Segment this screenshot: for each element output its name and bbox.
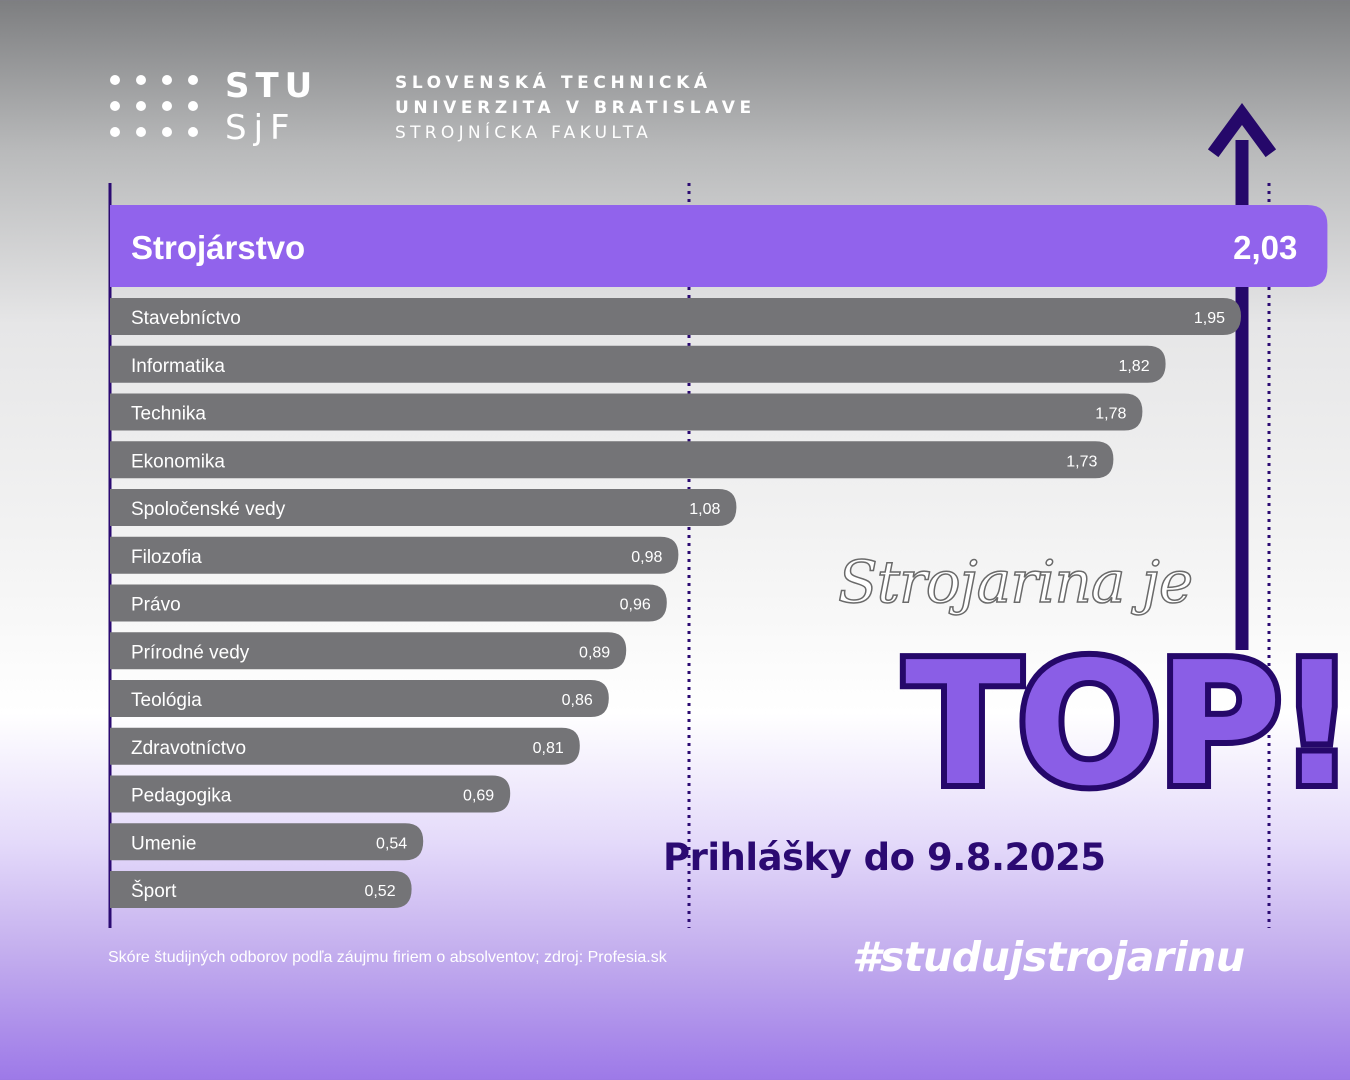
logo-dot xyxy=(162,101,172,111)
script-slogan: Strojarina je xyxy=(837,547,1194,617)
bar xyxy=(110,680,609,717)
logo-dot xyxy=(188,101,198,111)
bar-value: 0,89 xyxy=(579,644,610,661)
bar-value: 0,52 xyxy=(364,883,395,900)
bar-value: 0,69 xyxy=(463,788,494,805)
bar xyxy=(110,775,511,813)
logo-dot xyxy=(136,75,146,85)
bar-label: Pedagogika xyxy=(131,786,232,807)
logo-stu: STU xyxy=(225,66,319,106)
logo-dot xyxy=(162,127,172,137)
bar-label: Právo xyxy=(131,595,181,616)
logo-sjf: SjF xyxy=(225,108,297,148)
logo-dot xyxy=(110,127,120,137)
bar-label: Technika xyxy=(131,404,206,425)
bar-label: Stavebníctvo xyxy=(131,308,241,329)
bar-label: Prírodné vedy xyxy=(131,642,250,663)
top-headline: TOP! xyxy=(899,624,1350,826)
bar-label: Informatika xyxy=(131,356,225,377)
bar-value: 1,78 xyxy=(1095,406,1126,423)
source-note: Skóre študijných odborov podľa záujmu fi… xyxy=(108,949,667,966)
bar-label: Šport xyxy=(131,880,177,902)
bar-value: 1,95 xyxy=(1194,310,1225,327)
bar-value: 0,54 xyxy=(376,835,407,852)
university-line-1: SLOVENSKÁ TECHNICKÁ xyxy=(395,73,712,93)
bar-value: 1,08 xyxy=(689,501,720,518)
bar-value: 0,81 xyxy=(533,740,564,757)
bar-value: 0,98 xyxy=(631,549,662,566)
logo-dot xyxy=(136,127,146,137)
hashtag: #studujstrojarinu xyxy=(852,933,1245,981)
bar xyxy=(110,345,1166,383)
bar xyxy=(110,298,1241,335)
bar-top xyxy=(110,205,1328,287)
arrow-head-icon xyxy=(1207,103,1277,158)
logo-dot xyxy=(188,75,198,85)
bar-label: Zdravotníctvo xyxy=(131,738,246,759)
bar xyxy=(110,632,627,670)
logo-dots xyxy=(110,75,210,145)
bar-value: 1,73 xyxy=(1066,453,1097,470)
bar-label: Teológia xyxy=(131,690,202,711)
logo-dot xyxy=(110,75,120,85)
logo-dot xyxy=(110,101,120,111)
logo-dot xyxy=(188,127,198,137)
university-line-2: UNIVERZITA V BRATISLAVE xyxy=(395,98,756,118)
bar xyxy=(110,871,412,908)
bar-label: Ekonomika xyxy=(131,451,225,472)
bar-value: 2,03 xyxy=(1233,229,1297,266)
bar-label: Spoločenské vedy xyxy=(131,499,286,520)
bar-label: Strojárstvo xyxy=(131,229,305,266)
bar xyxy=(110,727,580,765)
bar xyxy=(110,489,737,526)
logo-dot xyxy=(136,101,146,111)
bar xyxy=(110,393,1143,431)
bar xyxy=(110,536,679,574)
bar-label: Umenie xyxy=(131,833,196,854)
logo-dot xyxy=(162,75,172,85)
faculty-line: STROJNÍCKA FAKULTA xyxy=(395,123,653,143)
bar-label: Filozofia xyxy=(131,547,202,568)
bar xyxy=(110,823,424,861)
bar xyxy=(110,584,667,622)
bar-value: 0,96 xyxy=(620,597,651,614)
bar-value: 1,82 xyxy=(1118,358,1149,375)
bar-value: 0,86 xyxy=(562,692,593,709)
application-deadline: Prihlášky do 9.8.2025 xyxy=(663,836,1106,879)
bar xyxy=(110,441,1114,479)
